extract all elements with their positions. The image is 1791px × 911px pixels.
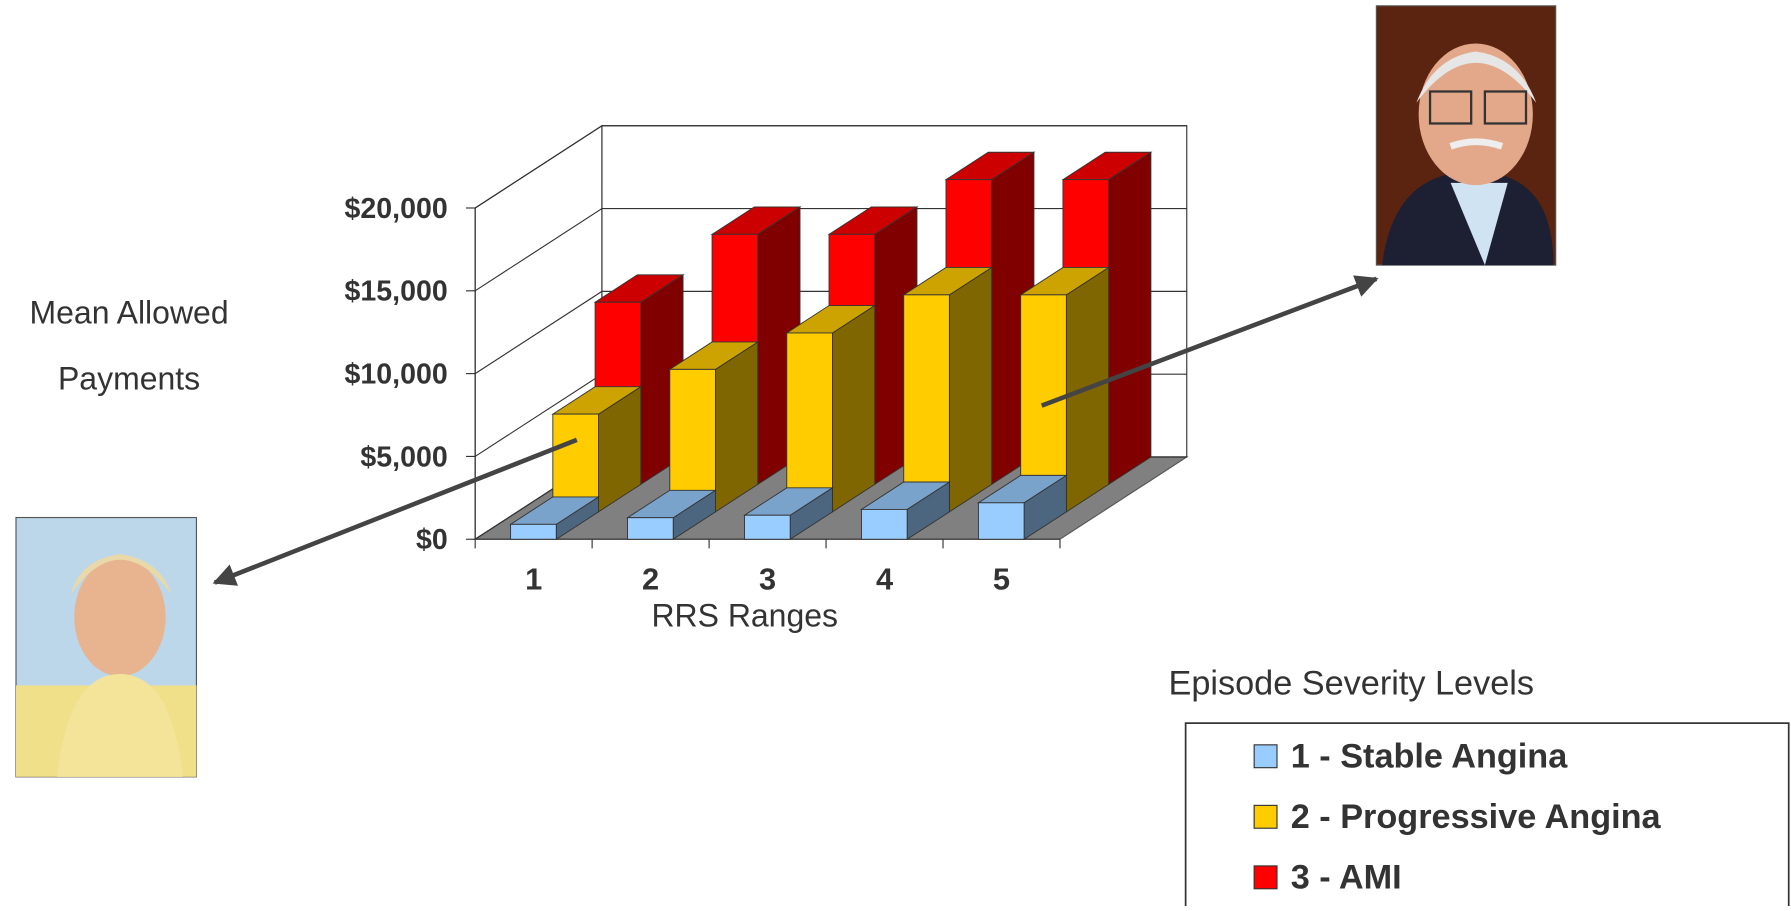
bar-side — [831, 304, 876, 513]
y-tick-label: $10,000 — [345, 358, 448, 390]
bar-side — [1108, 151, 1152, 486]
y-tick-label: $5,000 — [360, 441, 447, 473]
legend-title: Episode Severity Levels — [1168, 664, 1534, 702]
x-tick-label: 4 — [876, 562, 893, 597]
bar — [627, 517, 674, 540]
x-tick-label: 5 — [993, 562, 1010, 597]
y-axis-label: Mean Allowed Payments — [29, 294, 229, 397]
arrow — [1040, 275, 1379, 408]
y-tick-label: $15,000 — [345, 276, 448, 308]
bar-side — [715, 341, 759, 513]
x-tick-label: 2 — [642, 562, 659, 597]
x-axis-label: RRS Ranges — [651, 598, 838, 634]
bar — [786, 332, 833, 513]
legend-swatch — [1253, 865, 1278, 890]
photo-man — [1375, 5, 1557, 266]
bar — [977, 502, 1025, 540]
y-tick-label: $20,000 — [345, 193, 448, 225]
bar — [669, 368, 716, 513]
legend-label: 2 - Progressive Angina — [1291, 798, 1662, 836]
bar — [861, 508, 908, 540]
bar — [510, 523, 557, 540]
legend-swatch — [1253, 744, 1278, 769]
legend-box — [1184, 722, 1790, 911]
photo-woman — [15, 516, 198, 778]
bar — [903, 294, 950, 513]
legend-label: 1 - Stable Angina — [1291, 738, 1569, 776]
y-axis-label-box: Mean Allowed Payments — [29, 294, 229, 397]
bar — [744, 514, 791, 540]
legend-swatch — [1253, 804, 1278, 829]
x-tick-label: 3 — [759, 562, 776, 597]
y-tick-label: $0 — [416, 524, 448, 556]
grid-line — [474, 125, 1187, 209]
x-tick-label: 1 — [525, 562, 542, 597]
arrow — [212, 437, 578, 586]
legend-label: 3 - AMI — [1291, 859, 1402, 897]
bar — [552, 413, 599, 513]
bar-side — [948, 266, 993, 513]
